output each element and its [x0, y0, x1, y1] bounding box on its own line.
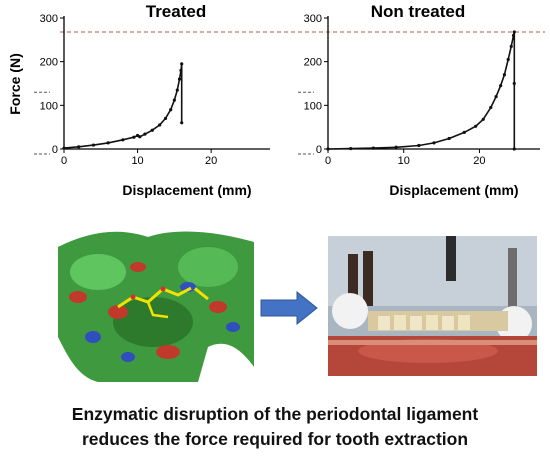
data-point [132, 135, 136, 139]
data-point [180, 121, 184, 125]
charts-panel: 0 10 20 0 100 200 300 Treated Displacement (mm) F… [0, 0, 550, 210]
data-point [143, 132, 147, 136]
x-tick-label: 0 [61, 155, 67, 167]
data-point [499, 84, 503, 88]
x-tick-label: 10 [131, 155, 143, 167]
y-tick-label: 100 [40, 100, 58, 112]
data-point [506, 57, 510, 62]
y-tick-label: 0 [52, 144, 58, 156]
series-line [327, 31, 516, 150]
data-point [481, 117, 485, 121]
data-point [512, 81, 516, 86]
enzyme-structure-image [58, 227, 254, 382]
series-line [63, 63, 183, 149]
y-axis-label: Force (N) [7, 53, 23, 114]
data-point [179, 68, 183, 72]
y-tick-label: 100 [304, 100, 322, 112]
data-point [462, 130, 466, 135]
data-point [512, 30, 516, 34]
x-tick-label: 0 [325, 155, 331, 167]
caption: Enzymatic disruption of the periodontal … [0, 402, 550, 452]
caption-line-1: Enzymatic disruption of the periodontal … [71, 404, 479, 424]
data-point [177, 77, 182, 81]
y-tick-label: 0 [316, 144, 322, 156]
data-point [432, 141, 436, 145]
tooth-extraction-photo [328, 236, 537, 376]
data-point [172, 98, 176, 102]
x-axis-label: Displacement (mm) [389, 182, 518, 198]
x-tick-label: 10 [398, 155, 410, 167]
data-point [180, 62, 184, 66]
data-point [138, 135, 142, 139]
data-point [371, 146, 376, 150]
chart-title: Treated [146, 2, 206, 21]
caption-line-2: reduces the force required for tooth ext… [81, 429, 469, 449]
chart-title: Non treated [371, 2, 465, 21]
data-point [511, 33, 516, 38]
right-arrow-icon [259, 290, 319, 326]
data-point [163, 116, 168, 121]
data-point [512, 147, 516, 151]
data-point [474, 124, 478, 128]
data-point [326, 147, 330, 151]
data-point [349, 146, 353, 151]
y-tick-label: 200 [40, 57, 58, 69]
data-point [158, 123, 162, 127]
data-point [150, 128, 154, 132]
data-point [169, 108, 173, 112]
data-point [494, 95, 498, 99]
data-point [502, 73, 507, 77]
data-point [394, 145, 398, 149]
data-point [62, 146, 66, 150]
data-point [175, 88, 179, 92]
y-tick-label: 300 [304, 13, 322, 25]
x-axis-label: Displacement (mm) [122, 182, 251, 198]
data-point [447, 136, 451, 141]
data-point [417, 143, 421, 148]
y-tick-label: 300 [40, 13, 58, 25]
data-point [77, 145, 81, 149]
data-point [121, 138, 125, 142]
data-point [509, 44, 513, 48]
x-tick-label: 20 [473, 155, 485, 167]
data-point [106, 141, 110, 145]
data-point [91, 143, 96, 147]
y-tick-label: 200 [304, 57, 322, 69]
x-tick-label: 20 [205, 155, 217, 167]
data-point [489, 105, 493, 110]
